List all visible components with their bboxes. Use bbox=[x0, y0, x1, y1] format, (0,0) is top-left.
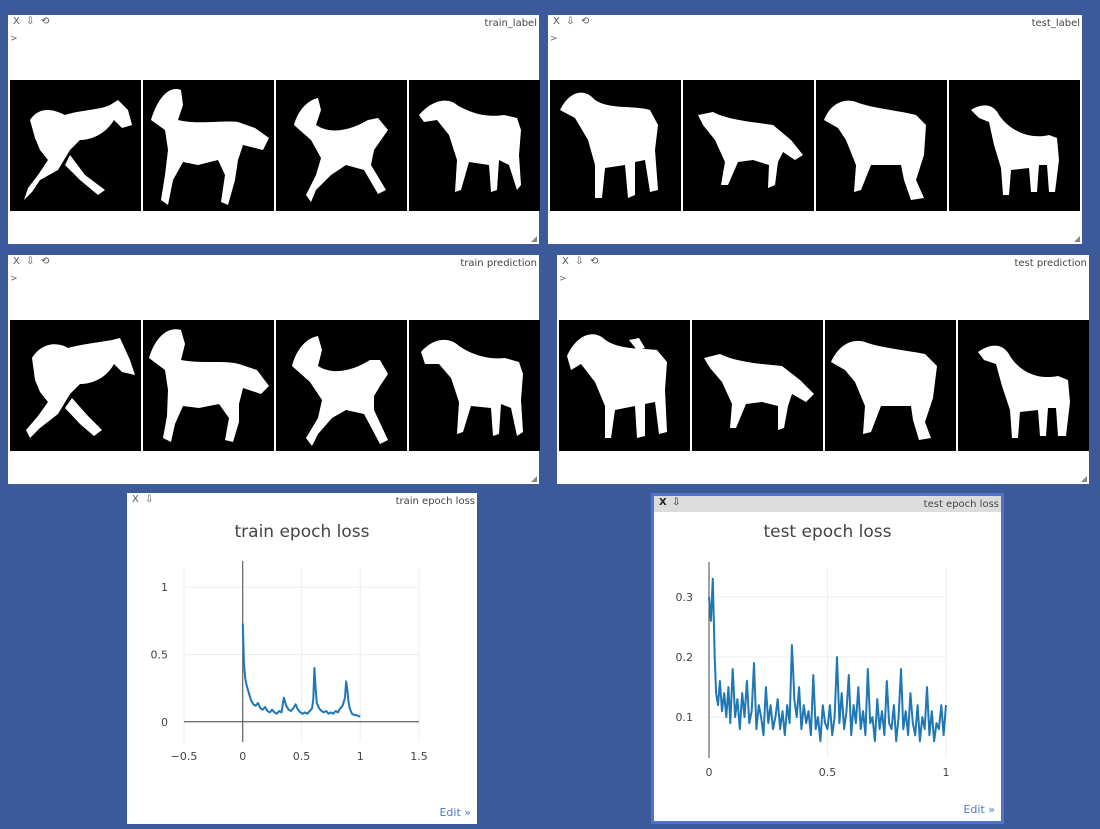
mask-image bbox=[276, 320, 407, 451]
reload-icon[interactable]: ⟲ bbox=[41, 16, 50, 27]
y-tick-label: 1 bbox=[161, 581, 168, 594]
series-line bbox=[708, 577, 947, 743]
mask-image bbox=[825, 320, 956, 451]
x-tick-label: 0.5 bbox=[819, 766, 837, 779]
pane-toolbar: X ⇩ ⟲ train_label bbox=[8, 15, 539, 31]
download-icon[interactable]: ⇩ bbox=[26, 16, 35, 27]
mask-image bbox=[143, 80, 274, 211]
resize-handle[interactable] bbox=[531, 236, 537, 242]
edit-link[interactable]: Edit » bbox=[963, 803, 995, 816]
y-tick-label: 0.5 bbox=[151, 649, 169, 662]
close-icon[interactable]: X bbox=[13, 256, 20, 267]
image-grid bbox=[10, 80, 540, 211]
pane-title: train_label bbox=[484, 18, 537, 29]
mask-image bbox=[683, 80, 814, 211]
mask-image bbox=[949, 80, 1080, 211]
prompt-symbol: > bbox=[10, 34, 18, 44]
download-icon[interactable]: ⇩ bbox=[672, 497, 681, 508]
y-tick-label: 0.2 bbox=[676, 651, 694, 664]
prompt-symbol: > bbox=[10, 274, 18, 284]
pane-toolbar: X ⇩ ⟲ train prediction bbox=[8, 255, 539, 271]
prompt-symbol: > bbox=[559, 274, 567, 284]
pane-title: test epoch loss bbox=[923, 499, 999, 510]
x-tick-label: 0 bbox=[239, 750, 246, 763]
download-icon[interactable]: ⇩ bbox=[575, 256, 584, 267]
x-tick-label: 1 bbox=[357, 750, 364, 763]
test-prediction-pane: X ⇩ ⟲ test prediction > bbox=[557, 255, 1089, 484]
train-prediction-pane: X ⇩ ⟲ train prediction > bbox=[8, 255, 540, 484]
x-tick-label: −0.5 bbox=[171, 750, 198, 763]
test-label-pane: X ⇩ ⟲ test_label > bbox=[548, 15, 1082, 244]
train-loss-chart[interactable]: −0.5 0 0.5 1 1.5 0 0.5 1 bbox=[127, 493, 477, 824]
reload-icon[interactable]: ⟲ bbox=[41, 256, 50, 267]
download-icon[interactable]: ⇩ bbox=[26, 256, 35, 267]
mask-image bbox=[958, 320, 1089, 451]
chart-title: test epoch loss bbox=[763, 522, 892, 542]
mask-image bbox=[692, 320, 823, 451]
pane-title: train prediction bbox=[460, 258, 537, 269]
x-tick-label: 1.5 bbox=[410, 750, 428, 763]
pane-toolbar: X ⇩ train epoch loss bbox=[127, 493, 477, 509]
image-grid bbox=[10, 320, 540, 451]
reload-icon[interactable]: ⟲ bbox=[581, 16, 590, 27]
train-loss-pane: X ⇩ train epoch loss train epoch loss −0… bbox=[127, 493, 477, 824]
y-tick-label: 0.1 bbox=[676, 711, 694, 724]
close-icon[interactable]: X bbox=[562, 256, 569, 267]
prompt-symbol: > bbox=[550, 34, 558, 44]
resize-handle[interactable] bbox=[531, 476, 537, 482]
x-tick-label: 0 bbox=[706, 766, 713, 779]
image-grid bbox=[559, 320, 1089, 451]
y-tick-label: 0.3 bbox=[676, 591, 694, 604]
close-icon[interactable]: X bbox=[659, 497, 667, 508]
chart-title: train epoch loss bbox=[234, 522, 370, 542]
image-grid bbox=[550, 80, 1080, 211]
train-label-pane: X ⇩ ⟲ train_label > bbox=[8, 15, 540, 244]
x-tick-label: 0.5 bbox=[293, 750, 311, 763]
mask-image bbox=[409, 320, 540, 451]
pane-toolbar: X ⇩ test epoch loss bbox=[654, 496, 1001, 512]
mask-image bbox=[143, 320, 274, 451]
close-icon[interactable]: X bbox=[13, 16, 20, 27]
test-loss-chart[interactable]: 0 0.5 1 0.1 0.2 0.3 bbox=[654, 496, 1001, 821]
pane-title: train epoch loss bbox=[395, 496, 475, 507]
pane-title: test_label bbox=[1031, 18, 1080, 29]
resize-handle[interactable] bbox=[1081, 476, 1087, 482]
y-tick-label: 0 bbox=[161, 716, 168, 729]
mask-image bbox=[559, 320, 690, 451]
mask-image bbox=[276, 80, 407, 211]
x-tick-label: 1 bbox=[943, 766, 950, 779]
edit-link[interactable]: Edit » bbox=[439, 806, 471, 819]
pane-toolbar: X ⇩ ⟲ test prediction bbox=[557, 255, 1089, 271]
pane-toolbar: X ⇩ ⟲ test_label bbox=[548, 15, 1082, 31]
resize-handle[interactable] bbox=[1074, 236, 1080, 242]
mask-image bbox=[816, 80, 947, 211]
mask-image bbox=[10, 320, 141, 451]
series-line bbox=[241, 623, 361, 718]
pane-title: test prediction bbox=[1014, 258, 1087, 269]
download-icon[interactable]: ⇩ bbox=[566, 16, 575, 27]
close-icon[interactable]: X bbox=[132, 494, 139, 505]
mask-image bbox=[550, 80, 681, 211]
reload-icon[interactable]: ⟲ bbox=[590, 256, 599, 267]
mask-image bbox=[10, 80, 141, 211]
download-icon[interactable]: ⇩ bbox=[145, 494, 154, 505]
mask-image bbox=[409, 80, 540, 211]
close-icon[interactable]: X bbox=[553, 16, 560, 27]
test-loss-pane: X ⇩ test epoch loss test epoch loss 0 0.5… bbox=[651, 493, 1004, 824]
